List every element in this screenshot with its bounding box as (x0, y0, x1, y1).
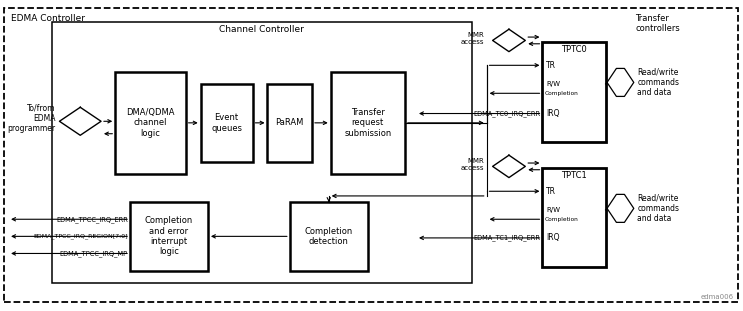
Text: Read/write
commands
and data: Read/write commands and data (637, 67, 680, 97)
Bar (201, 84, 253, 162)
Text: EDMA_TC1_IRQ_ERR: EDMA_TC1_IRQ_ERR (473, 234, 540, 241)
Bar (52, 22, 472, 283)
Bar (290, 202, 368, 271)
Bar (542, 168, 606, 267)
Text: TPTC1: TPTC1 (561, 171, 587, 180)
Text: EDMA_TPCC_IRQ_MP: EDMA_TPCC_IRQ_MP (59, 250, 128, 257)
Text: Read/write
commands
and data: Read/write commands and data (637, 193, 680, 223)
Text: EDMA Controller: EDMA Controller (11, 14, 85, 23)
Text: TR: TR (546, 61, 556, 70)
Text: IRQ: IRQ (546, 109, 559, 118)
Text: MMR
access: MMR access (461, 158, 484, 171)
Text: EDMA_TPCC_IRQ_ERR: EDMA_TPCC_IRQ_ERR (56, 216, 128, 223)
Text: EDMA_TPCC_IRQ_REGION[7:0]: EDMA_TPCC_IRQ_REGION[7:0] (33, 234, 128, 239)
Text: Completion: Completion (545, 217, 578, 222)
Text: PaRAM: PaRAM (276, 118, 304, 127)
Text: TR: TR (546, 187, 556, 196)
Bar (331, 72, 405, 174)
Text: MMR
access: MMR access (461, 32, 484, 45)
Bar (115, 72, 186, 174)
Text: Completion: Completion (545, 91, 578, 96)
Bar (542, 42, 606, 142)
Text: Completion
and error
interrupt
logic: Completion and error interrupt logic (145, 216, 193, 257)
Text: Transfer
controllers: Transfer controllers (635, 14, 680, 33)
Text: EDMA_TC0_IRQ_ERR: EDMA_TC0_IRQ_ERR (473, 110, 540, 117)
Text: Transfer
request
submission: Transfer request submission (344, 108, 392, 138)
Text: Channel Controller: Channel Controller (219, 25, 305, 34)
Text: Completion
detection: Completion detection (305, 227, 353, 246)
Text: R/W: R/W (546, 207, 560, 213)
Text: DMA/QDMA
channel
logic: DMA/QDMA channel logic (126, 108, 175, 138)
Bar (130, 202, 208, 271)
Bar (267, 84, 312, 162)
Text: TPTC0: TPTC0 (561, 45, 587, 54)
Text: Event
queues: Event queues (211, 113, 242, 132)
Text: R/W: R/W (546, 81, 560, 87)
Text: edma006: edma006 (701, 294, 734, 300)
Text: IRQ: IRQ (546, 234, 559, 242)
Text: To/from
EDMA
programmer: To/from EDMA programmer (7, 103, 56, 133)
